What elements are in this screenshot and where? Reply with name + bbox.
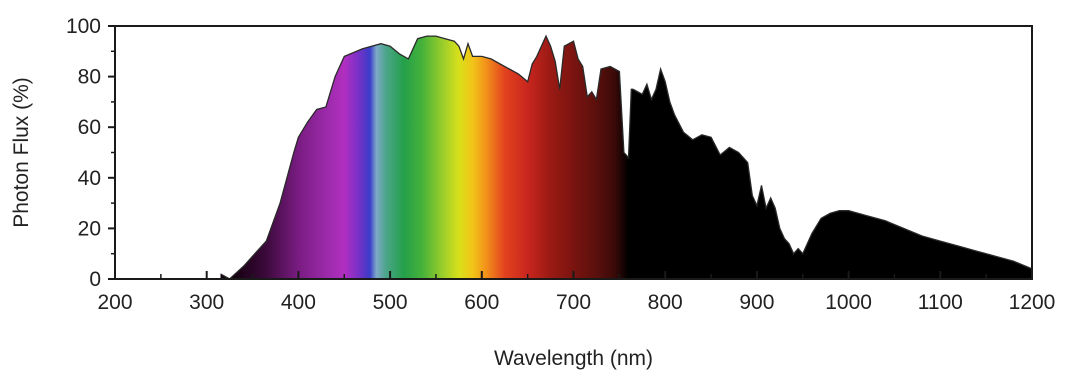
x-tick-label: 1100 bbox=[918, 291, 963, 314]
x-tick-label: 1000 bbox=[825, 291, 872, 314]
y-tick-label: 80 bbox=[78, 66, 101, 89]
y-axis-ticks: 0 20 40 60 80 100 bbox=[66, 15, 115, 291]
y-tick-label: 20 bbox=[78, 217, 101, 240]
spectrum-outline bbox=[220, 34, 1033, 280]
data-layer bbox=[220, 34, 1033, 280]
x-tick-label: 700 bbox=[556, 291, 591, 314]
x-tick-label: 200 bbox=[97, 291, 132, 314]
x-axis-title: Wavelength (nm) bbox=[494, 347, 653, 370]
y-tick-label: 100 bbox=[66, 15, 101, 38]
y-tick-label: 60 bbox=[78, 116, 101, 139]
x-tick-label: 1200 bbox=[1009, 291, 1056, 314]
x-tick-label: 300 bbox=[189, 291, 224, 314]
x-tick-label: 900 bbox=[739, 291, 774, 314]
y-tick-label: 0 bbox=[89, 268, 101, 291]
x-tick-label: 500 bbox=[373, 291, 408, 314]
x-tick-label: 800 bbox=[648, 291, 683, 314]
spectrum-area bbox=[220, 36, 1032, 279]
y-axis-title: Photon Flux (%) bbox=[10, 77, 33, 228]
x-axis-ticks: 200 300 400 500 600 700 800 900 1000 1100 1200 bbox=[97, 271, 1055, 314]
y-tick-label: 40 bbox=[78, 167, 101, 190]
x-tick-label: 400 bbox=[281, 291, 316, 314]
x-tick-label: 600 bbox=[464, 291, 499, 314]
